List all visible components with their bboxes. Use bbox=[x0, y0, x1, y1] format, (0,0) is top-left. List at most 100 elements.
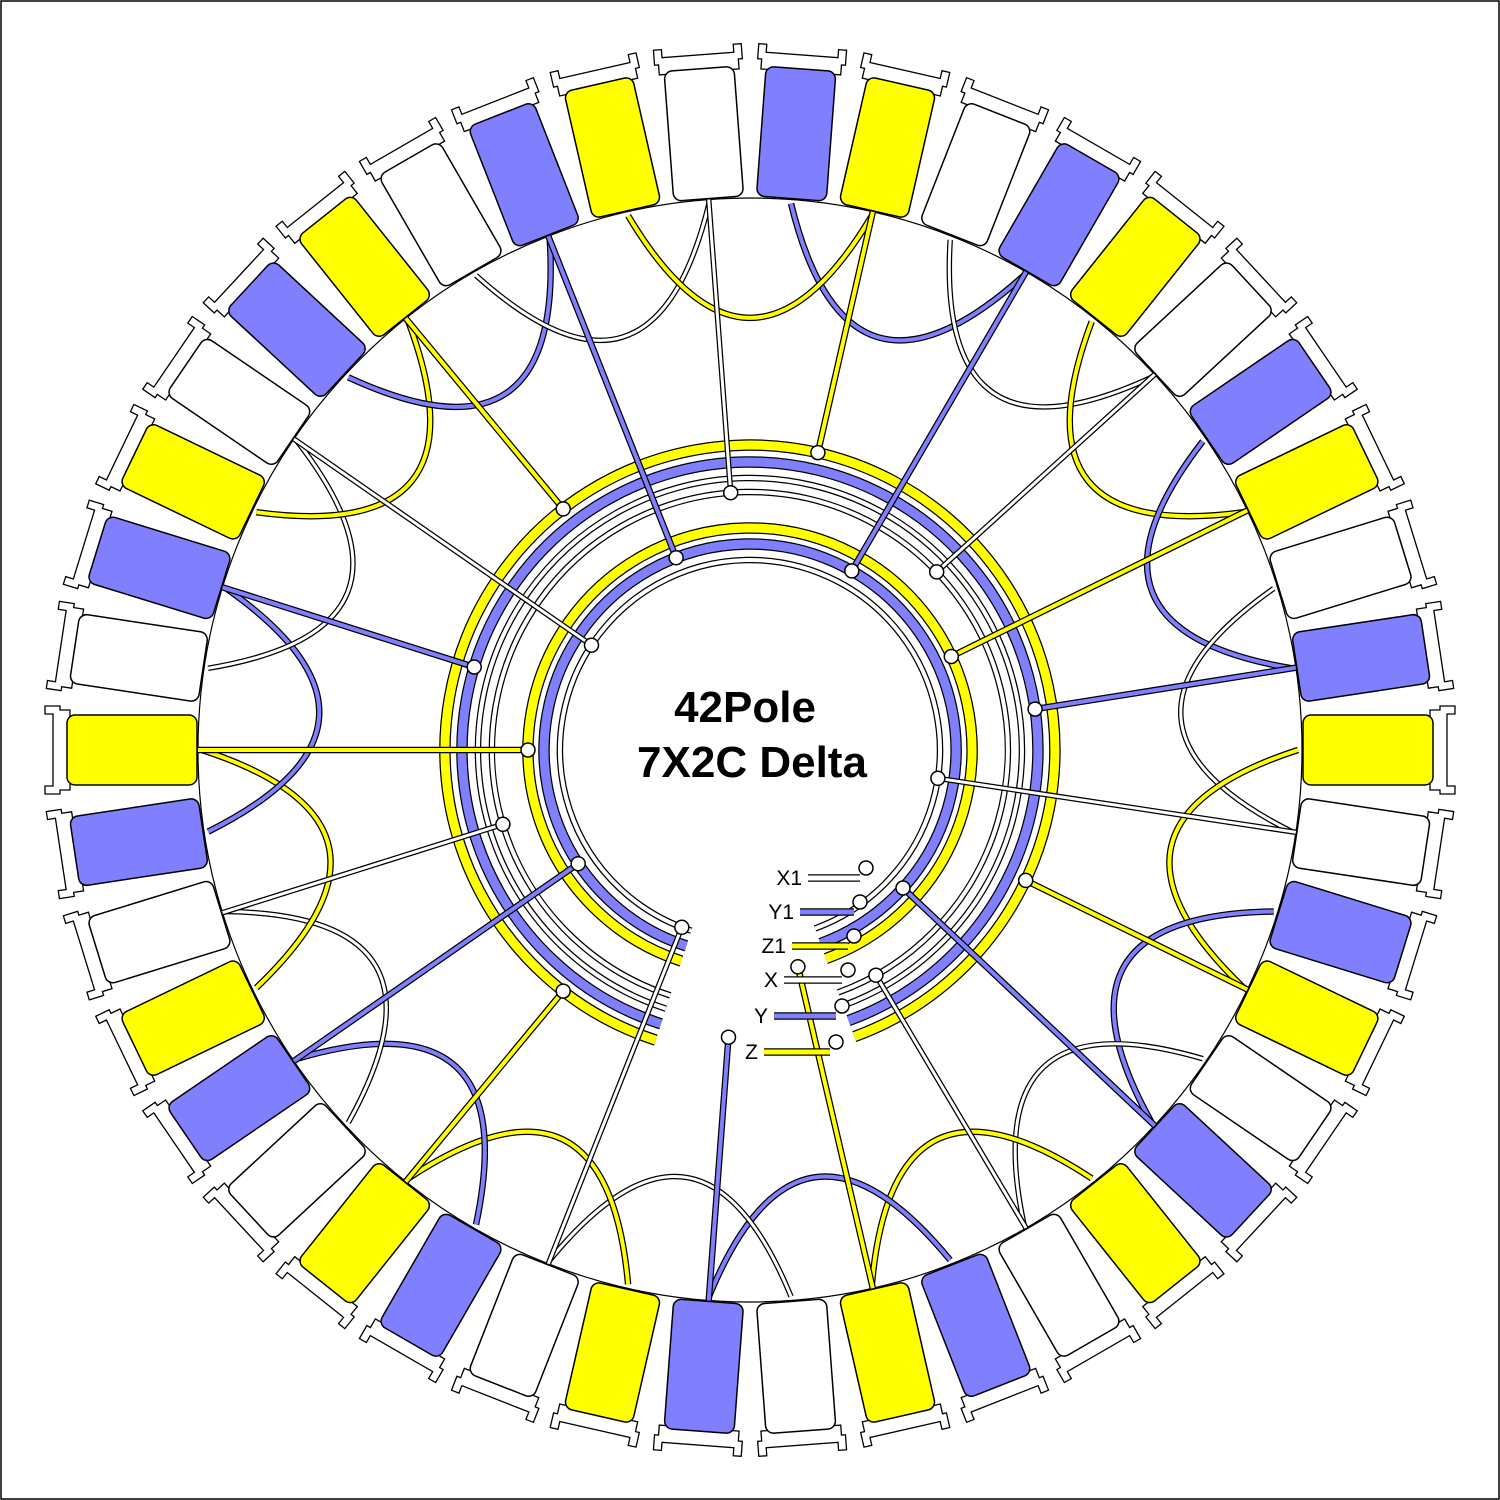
jumper-11 bbox=[1167, 748, 1299, 990]
pole-coil-white bbox=[228, 1103, 366, 1238]
pole-40 bbox=[450, 76, 579, 247]
pole-coil-blue bbox=[228, 262, 366, 397]
lead-16 bbox=[901, 886, 1156, 1127]
pole-20 bbox=[839, 1282, 951, 1448]
pole-32 bbox=[44, 705, 198, 795]
ring-junction bbox=[790, 959, 806, 975]
pole-coil-blue bbox=[69, 798, 209, 887]
pole-coil-white bbox=[921, 103, 1031, 247]
pole-bracket bbox=[1387, 499, 1438, 590]
terminal-label-x1: X1 bbox=[776, 867, 802, 890]
terminal-junction bbox=[834, 998, 850, 1014]
pole-bracket bbox=[275, 170, 359, 245]
pole-coil-blue bbox=[88, 516, 231, 620]
jumper-35 bbox=[256, 320, 433, 519]
lead-12 bbox=[937, 776, 1297, 834]
jumper-41 bbox=[626, 214, 874, 320]
pole-35 bbox=[94, 403, 266, 540]
pole-coil-blue bbox=[663, 1298, 744, 1434]
pole-bracket bbox=[549, 52, 641, 97]
pole-12 bbox=[1291, 798, 1455, 900]
jumper-39 bbox=[474, 203, 711, 342]
lead-38 bbox=[404, 317, 565, 511]
lead-34 bbox=[221, 585, 475, 669]
ring-junction bbox=[668, 549, 684, 566]
pole-coil-yellow bbox=[1302, 714, 1434, 786]
pole-bracket bbox=[44, 705, 71, 795]
diagram-title-line1: 42Pole bbox=[674, 683, 816, 732]
lead-24 bbox=[546, 926, 684, 1265]
ring-junction bbox=[895, 880, 911, 896]
ring-junction bbox=[1017, 872, 1034, 889]
pole-coil-blue bbox=[756, 66, 837, 202]
lead-4 bbox=[850, 270, 1028, 572]
pole-coil-yellow bbox=[66, 714, 198, 786]
connection-ring-7 bbox=[557, 557, 942, 933]
pole-3 bbox=[921, 76, 1050, 247]
pole-bracket bbox=[1054, 1318, 1142, 1384]
pole-coil-white bbox=[998, 1213, 1120, 1357]
pole-bracket bbox=[62, 910, 113, 1001]
connection-ring-5 bbox=[523, 523, 977, 966]
pole-16 bbox=[1134, 1103, 1298, 1263]
lead-26 bbox=[404, 989, 565, 1183]
pole-bracket bbox=[859, 1403, 951, 1448]
pole-26 bbox=[275, 1163, 431, 1330]
pole-bracket bbox=[1220, 237, 1298, 318]
terminal-label-y1: Y1 bbox=[768, 901, 794, 924]
ring-junction bbox=[720, 1029, 737, 1045]
pole-19 bbox=[921, 1253, 1050, 1424]
jumper-17 bbox=[869, 1129, 1093, 1285]
jumper-11-outline bbox=[1166, 746, 1300, 991]
lead-10 bbox=[1034, 665, 1297, 712]
connection-rings bbox=[439, 439, 1061, 1046]
pole-bracket bbox=[141, 315, 212, 401]
pole-coil-white bbox=[1134, 262, 1272, 397]
connection-ring-6 bbox=[539, 539, 961, 951]
pole-coil-yellow bbox=[1069, 196, 1201, 337]
pole-coil-white bbox=[69, 613, 209, 702]
diagram-title-line2: 7X2C Delta bbox=[637, 738, 867, 787]
pole-28 bbox=[141, 1034, 311, 1185]
pole-coil-yellow bbox=[1069, 1163, 1201, 1304]
pole-5 bbox=[1069, 170, 1225, 337]
jumper-29 bbox=[201, 748, 333, 990]
ring-junction bbox=[674, 919, 690, 936]
pole-coil-yellow bbox=[1234, 424, 1379, 540]
pole-6 bbox=[1134, 237, 1298, 397]
pole-bracket bbox=[62, 499, 113, 590]
pole-bracket bbox=[1344, 1008, 1406, 1097]
jumper-1 bbox=[789, 203, 1026, 343]
pole-coil-yellow bbox=[1234, 960, 1379, 1076]
lead-42 bbox=[707, 199, 733, 493]
pole-bracket bbox=[450, 1367, 540, 1424]
ring-junction bbox=[928, 564, 945, 580]
jumper-19-outline bbox=[705, 1173, 953, 1298]
jumper-7 bbox=[1145, 440, 1293, 671]
jumper-15 bbox=[1013, 1042, 1204, 1225]
pole-bracket bbox=[275, 1255, 359, 1330]
pole-22 bbox=[652, 1298, 744, 1458]
pole-39 bbox=[358, 116, 502, 287]
terminal-junction bbox=[846, 928, 862, 944]
pole-coil-blue bbox=[1189, 338, 1332, 466]
pole-coil-yellow bbox=[839, 77, 936, 218]
pole-coil-white bbox=[88, 880, 231, 984]
jumper-21-outline bbox=[547, 1173, 794, 1298]
lead-6 bbox=[935, 373, 1156, 574]
lead-30 bbox=[222, 822, 504, 915]
jumper-9-outline bbox=[1178, 586, 1294, 835]
ring-junction bbox=[1027, 701, 1043, 717]
lead-2 bbox=[815, 211, 875, 454]
terminal-leads: X1 Y1 Z1 XYZ bbox=[745, 860, 874, 1064]
pole-bracket bbox=[549, 1403, 641, 1448]
pole-coil-blue bbox=[921, 1253, 1031, 1397]
pole-42 bbox=[652, 42, 744, 202]
terminal-junction bbox=[840, 962, 856, 978]
pole-bracket bbox=[859, 52, 951, 97]
ring-junction bbox=[868, 967, 884, 983]
jumper-31 bbox=[207, 586, 322, 834]
pole-33 bbox=[45, 600, 209, 702]
